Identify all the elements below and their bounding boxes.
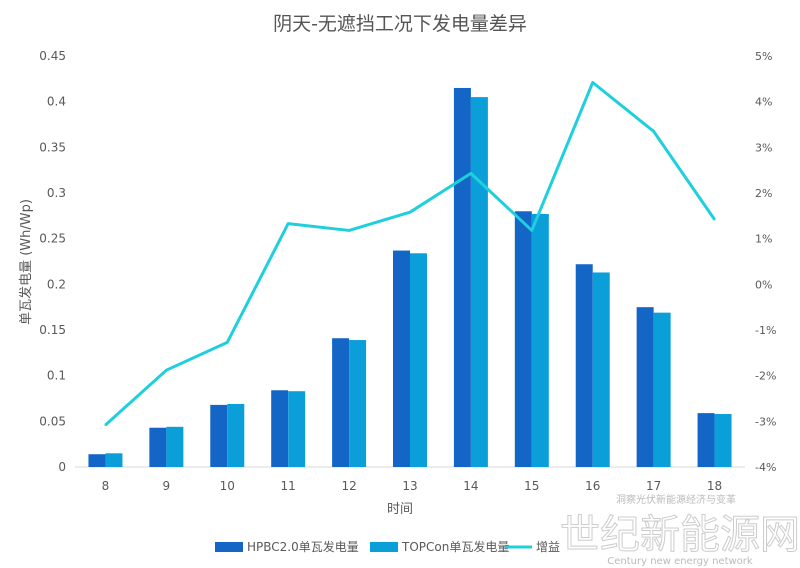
bar-topcon [166, 426, 184, 467]
y2-tick-label: -1% [755, 324, 776, 337]
bar-hpbc [210, 404, 228, 467]
bar-hpbc [453, 87, 471, 467]
gain-point [104, 423, 107, 426]
bar-hpbc [697, 413, 715, 467]
y2-tick-label: 1% [755, 233, 772, 246]
bar-topcon [410, 253, 427, 467]
watermark-top: 洞察光伏新能源经济与变革 [616, 493, 736, 506]
x-axis-title: 时间 [387, 502, 413, 517]
x-tick-label: 10 [220, 479, 235, 493]
x-tick-label: 16 [585, 479, 600, 493]
gain-point [409, 211, 411, 214]
y2-tick-label: -3% [755, 415, 776, 428]
y-tick-label: 0.3 [47, 186, 66, 200]
y2-tick-label: 4% [755, 96, 772, 109]
y-tick-label: 0.35 [39, 140, 66, 154]
watermark-sub: Century new energy network [607, 556, 753, 567]
y2-tick-label: 2% [755, 187, 772, 200]
y-tick-label: 0.4 [47, 95, 66, 109]
bar-topcon [592, 272, 610, 467]
legend-label-topcon: TOPCon单瓦发电量 [401, 539, 509, 554]
watermark-logo: 世纪新能源网 [560, 512, 800, 558]
bar-topcon [105, 453, 123, 467]
gain-point [165, 369, 168, 372]
y-tick-label: 0.45 [39, 49, 66, 63]
bar-topcon [288, 391, 306, 467]
gain-point [652, 130, 655, 133]
y2-tick-label: 0% [755, 278, 772, 291]
x-tick-label: 12 [341, 479, 356, 493]
x-tick-label: 15 [524, 479, 539, 493]
x-tick-label: 13 [402, 479, 417, 493]
gain-point [530, 229, 533, 232]
gain-point [226, 341, 229, 344]
chart-title: 阴天-无遮挡工况下发电量差异 [273, 13, 527, 35]
gain-point [469, 172, 472, 175]
y-axis-title: 单瓦发电量 (Wh/Wp) [18, 199, 34, 325]
bar-hpbc [514, 211, 532, 467]
legend-label-gain: 增益 [536, 540, 560, 554]
x-tick-label: 14 [463, 479, 478, 493]
bar-hpbc [332, 338, 350, 467]
bar-topcon [653, 312, 671, 467]
y2-tick-label: -2% [755, 370, 776, 383]
bar-hpbc [88, 454, 106, 467]
bar-hpbc [636, 307, 654, 467]
bar-topcon [714, 414, 732, 467]
y2-tick-label: -4% [755, 461, 776, 474]
legend-swatch-topcon [370, 542, 398, 552]
y-tick-label: 0.1 [47, 369, 66, 383]
y-tick-label: 0 [58, 460, 66, 474]
gain-point [348, 229, 351, 232]
bar-hpbc [149, 427, 167, 467]
y-tick-label: 0.15 [39, 323, 66, 337]
bar-topcon [470, 97, 488, 467]
y2-tick-label: 3% [755, 141, 772, 154]
y-tick-label: 0.25 [39, 232, 66, 246]
gain-point [591, 81, 594, 84]
x-tick-label: 18 [707, 479, 722, 493]
x-tick-label: 11 [281, 479, 296, 493]
bar-hpbc [575, 264, 593, 467]
bar-topcon [531, 214, 549, 467]
y-tick-label: 0.2 [47, 277, 66, 291]
x-tick-label: 9 [163, 479, 171, 493]
bar-hpbc [271, 390, 289, 467]
bar-topcon [349, 340, 367, 467]
gain-point [287, 222, 290, 225]
bar-topcon [227, 403, 245, 467]
y2-tick-label: 5% [755, 50, 772, 63]
legend-swatch-hpbc [215, 542, 243, 552]
x-tick-label: 8 [102, 479, 110, 493]
legend-label-hpbc: HPBC2.0单瓦发电量 [247, 539, 359, 554]
bar-hpbc [393, 250, 410, 467]
y-tick-label: 0.05 [39, 414, 66, 428]
gain-point [713, 218, 716, 221]
x-tick-label: 17 [646, 479, 661, 493]
